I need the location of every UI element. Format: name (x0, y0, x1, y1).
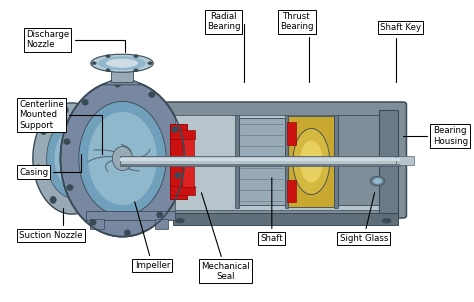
Ellipse shape (62, 106, 68, 114)
Ellipse shape (79, 101, 166, 216)
Ellipse shape (112, 146, 133, 171)
Bar (379, 111, 398, 213)
Ellipse shape (33, 103, 111, 214)
Bar (334, 115, 338, 208)
Bar (91, 219, 104, 229)
Ellipse shape (36, 165, 42, 172)
Ellipse shape (50, 196, 56, 204)
Bar (182, 139, 194, 187)
Ellipse shape (172, 127, 178, 133)
Ellipse shape (98, 56, 146, 70)
Bar (173, 213, 398, 225)
Ellipse shape (82, 99, 88, 105)
Ellipse shape (149, 92, 155, 98)
Text: Sight Glass: Sight Glass (339, 193, 388, 243)
Text: Bearing
Housing: Bearing Housing (403, 126, 468, 146)
Text: Shaft: Shaft (261, 178, 283, 243)
Bar (120, 156, 401, 166)
Ellipse shape (46, 119, 97, 198)
Ellipse shape (60, 80, 184, 237)
Ellipse shape (175, 218, 184, 223)
Bar (285, 115, 288, 208)
Ellipse shape (75, 204, 82, 211)
Ellipse shape (382, 218, 392, 223)
Ellipse shape (97, 182, 103, 190)
Ellipse shape (102, 145, 109, 152)
Ellipse shape (134, 55, 138, 58)
Bar (288, 117, 334, 207)
Bar (155, 219, 168, 229)
Ellipse shape (134, 69, 138, 72)
FancyBboxPatch shape (165, 102, 407, 218)
Bar (86, 210, 175, 220)
Ellipse shape (88, 114, 94, 121)
Ellipse shape (124, 230, 130, 236)
Ellipse shape (300, 140, 323, 183)
Ellipse shape (64, 139, 70, 145)
Ellipse shape (373, 178, 382, 184)
Bar (239, 118, 285, 205)
Text: Casing: Casing (19, 154, 81, 177)
Text: Radial
Bearing: Radial Bearing (207, 12, 244, 82)
Bar (338, 115, 379, 205)
Ellipse shape (91, 54, 153, 72)
Bar (170, 185, 195, 194)
Text: Shaft Key: Shaft Key (380, 23, 421, 82)
Bar (396, 156, 414, 165)
Ellipse shape (106, 59, 138, 68)
Bar (170, 124, 187, 199)
Ellipse shape (106, 69, 110, 72)
Ellipse shape (114, 81, 121, 87)
Ellipse shape (55, 130, 90, 187)
Ellipse shape (370, 176, 385, 186)
Ellipse shape (40, 127, 47, 135)
Ellipse shape (148, 62, 152, 65)
Bar (111, 64, 133, 82)
Text: Discharge
Nozzle: Discharge Nozzle (26, 30, 125, 52)
Ellipse shape (293, 128, 330, 194)
Ellipse shape (88, 112, 157, 205)
Ellipse shape (175, 172, 181, 178)
Bar (286, 122, 296, 145)
Text: Thrust
Bearing: Thrust Bearing (280, 12, 314, 82)
Text: Centerline
Mounted
Support: Centerline Mounted Support (19, 100, 102, 154)
Bar (120, 158, 401, 161)
Text: Impeller: Impeller (135, 202, 170, 270)
Ellipse shape (156, 212, 163, 218)
Ellipse shape (91, 62, 96, 65)
Bar (170, 130, 195, 139)
Bar (175, 115, 392, 210)
Text: Mechanical
Seal: Mechanical Seal (201, 193, 250, 281)
Ellipse shape (106, 55, 110, 58)
Ellipse shape (67, 185, 73, 191)
Bar (397, 157, 407, 162)
Ellipse shape (90, 219, 96, 225)
Bar (120, 164, 401, 166)
Bar (235, 115, 239, 208)
Text: Suction Nozzle: Suction Nozzle (19, 208, 82, 240)
Bar (286, 180, 296, 202)
Polygon shape (104, 80, 141, 85)
